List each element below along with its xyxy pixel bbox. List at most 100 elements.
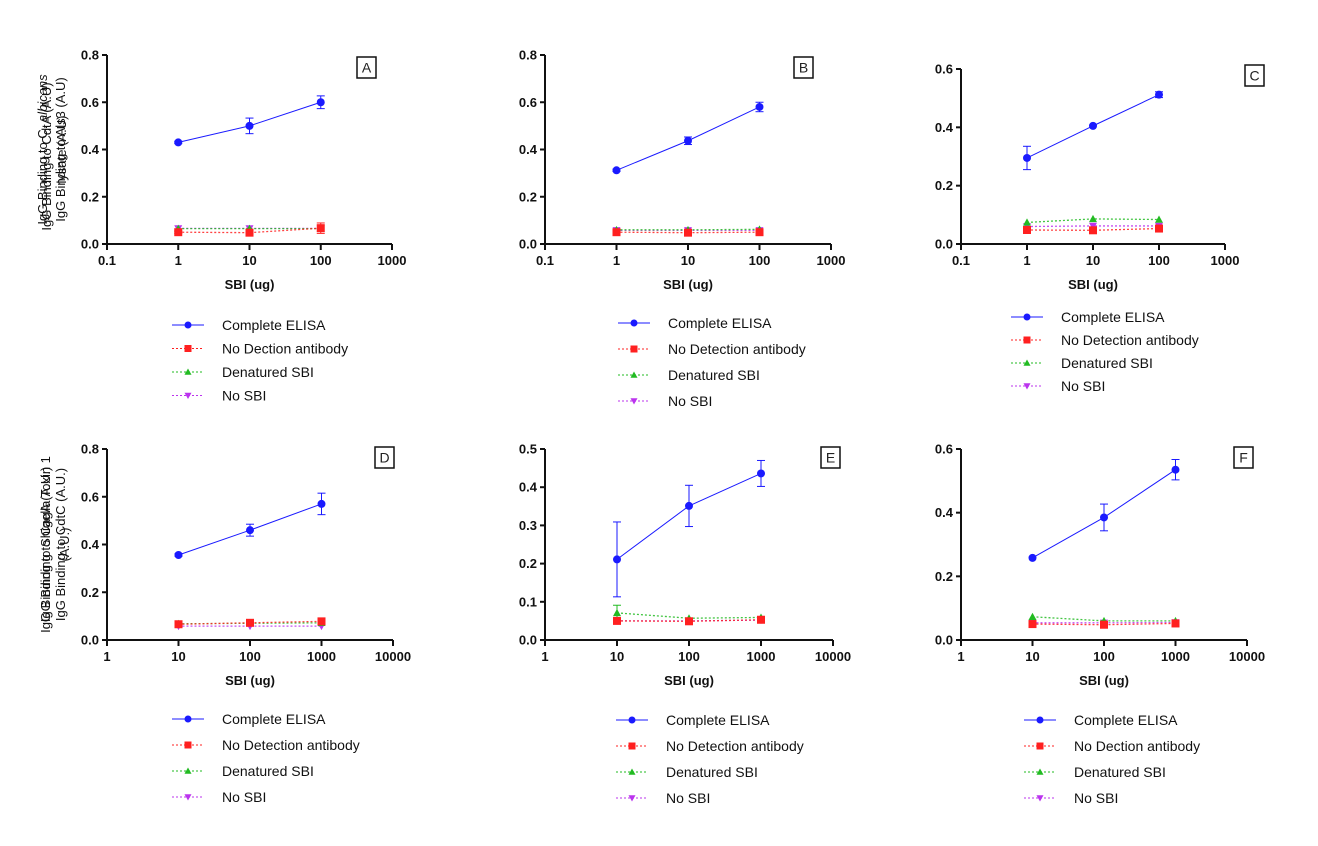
series-complete	[1028, 459, 1180, 562]
legend-item: No SBI	[1024, 790, 1118, 806]
x-tick-label: 1	[613, 253, 620, 268]
panel-letter-box	[374, 446, 395, 469]
y-tick-label: 0.2	[81, 585, 99, 600]
legend-item: Denatured SBI	[1024, 764, 1166, 780]
series-no-detection	[1023, 224, 1163, 235]
data-point	[1171, 619, 1180, 628]
legend-item: Complete ELISA	[618, 315, 772, 331]
legend-label: No Dection antibody	[1074, 738, 1200, 754]
data-point	[1155, 215, 1163, 223]
legend-label: Complete ELISA	[666, 712, 770, 728]
y-tick-label: 0.8	[519, 48, 537, 63]
series-complete	[612, 101, 764, 175]
legend-marker-circle-icon	[1023, 313, 1031, 321]
data-point	[1023, 226, 1031, 234]
x-tick-label: 1	[103, 649, 110, 664]
legend-marker-circle-icon	[184, 321, 192, 329]
y-axis-title: IgG Binding to Shigella Toxin 1	[38, 456, 53, 633]
legend-label: No Detection antibody	[222, 737, 360, 753]
x-tick-label: 1000	[1211, 253, 1240, 268]
legend-label: No Detection antibody	[668, 341, 806, 357]
legend-item: No Detection antibody	[1011, 332, 1199, 348]
data-point	[685, 501, 693, 510]
data-point	[1089, 121, 1097, 130]
data-point	[612, 166, 621, 175]
series-denatured	[1023, 214, 1163, 226]
legend-item: Denatured SBI	[172, 763, 314, 779]
legend: Complete ELISA No Detection antibody Denat…	[618, 315, 806, 409]
y-tick-label: 0.4	[935, 505, 954, 520]
legend-item: No SBI	[616, 790, 710, 806]
legend-label: Complete ELISA	[1074, 712, 1178, 728]
legend-label: Denatured SBI	[666, 764, 758, 780]
legend-label: Complete ELISA	[1061, 309, 1165, 325]
legend-marker-triangle-down-icon	[184, 794, 192, 801]
y-tick-label: 0.3	[519, 518, 537, 533]
legend-label: No SBI	[222, 388, 266, 404]
data-point	[245, 228, 254, 237]
x-tick-label: 10	[1025, 649, 1039, 664]
x-tick-label: 1000	[1161, 649, 1190, 664]
panel-letter: D	[379, 450, 389, 466]
y-tick-label: 0.2	[519, 189, 537, 204]
y-tick-label: 0.2	[935, 178, 953, 193]
x-axis-title: SBI (ug)	[1068, 277, 1118, 292]
legend-marker-square-icon	[1023, 336, 1031, 344]
y-axis-title: IgG Binding to CdtA (A.U)	[39, 82, 54, 230]
legend-item: No SBI	[618, 393, 712, 409]
legend-marker-triangle-down-icon	[630, 398, 638, 405]
legend: Complete ELISA No Dection antibody Denatur…	[172, 317, 348, 404]
legend-marker-triangle-up-icon	[184, 368, 192, 375]
series-no-detection	[174, 617, 326, 629]
x-tick-label: 0.1	[536, 253, 554, 268]
legend-marker-circle-icon	[1036, 716, 1044, 724]
y-tick-label: 0.2	[935, 569, 953, 584]
legend-marker-triangle-up-icon	[1036, 768, 1044, 775]
legend-marker-square-icon	[1036, 742, 1044, 750]
x-tick-label: 10	[1086, 253, 1100, 268]
y-tick-label: 0.0	[935, 237, 953, 252]
x-tick-label: 10000	[815, 649, 851, 664]
legend-marker-circle-icon	[184, 715, 192, 723]
data-point	[245, 121, 254, 130]
legend-item: Denatured SBI	[618, 367, 760, 383]
x-tick-label: 10	[171, 649, 185, 664]
panel-letter: F	[1239, 450, 1248, 466]
panel-letter: A	[362, 60, 372, 76]
y-tick-label: 0.8	[81, 48, 99, 63]
data-point	[316, 224, 325, 233]
legend-marker-triangle-down-icon	[628, 795, 636, 802]
legend: Complete ELISA No Detection antibody Denat…	[616, 712, 804, 806]
legend-marker-triangle-up-icon	[628, 768, 636, 775]
data-point	[1028, 553, 1037, 562]
legend-label: Denatured SBI	[668, 367, 760, 383]
panel-letter-box	[1244, 64, 1265, 87]
x-tick-label: 1	[957, 649, 964, 664]
x-tick-label: 10000	[375, 649, 411, 664]
data-point	[174, 620, 183, 629]
legend-item: No Detection antibody	[172, 737, 360, 753]
legend-item: No SBI	[172, 789, 266, 805]
x-tick-label: 10000	[1229, 649, 1265, 664]
data-point	[174, 138, 183, 147]
legend-item: Denatured SBI	[1011, 355, 1153, 371]
y-tick-label: 0.0	[519, 633, 537, 648]
legend-marker-square-icon	[184, 741, 192, 749]
data-point	[1155, 90, 1163, 99]
legend-label: Denatured SBI	[222, 763, 314, 779]
panel-letter: C	[1249, 68, 1259, 84]
y-axis-title: IgG Binding to C. albicans	[35, 74, 50, 225]
series-complete	[174, 492, 326, 560]
legend-label: Complete ELISA	[222, 711, 326, 727]
x-tick-label: 1000	[378, 253, 407, 268]
y-tick-label: 0.4	[519, 480, 538, 495]
y-tick-label: 0.5	[519, 442, 537, 457]
legend-marker-square-icon	[184, 345, 192, 352]
legend: Complete ELISA No Detection antibody Denat…	[1011, 309, 1199, 394]
legend-item: No SBI	[172, 388, 266, 404]
series-no-detection	[612, 228, 764, 237]
series-complete	[174, 95, 325, 147]
legend-item: No Dection antibody	[172, 341, 348, 357]
chart-panel-b: 0.0 0.2 0.4 0.6 0.8 0.1 1 10 100 1000 SBI (ug) IgG …	[53, 48, 845, 410]
x-tick-label: 1000	[307, 649, 336, 664]
